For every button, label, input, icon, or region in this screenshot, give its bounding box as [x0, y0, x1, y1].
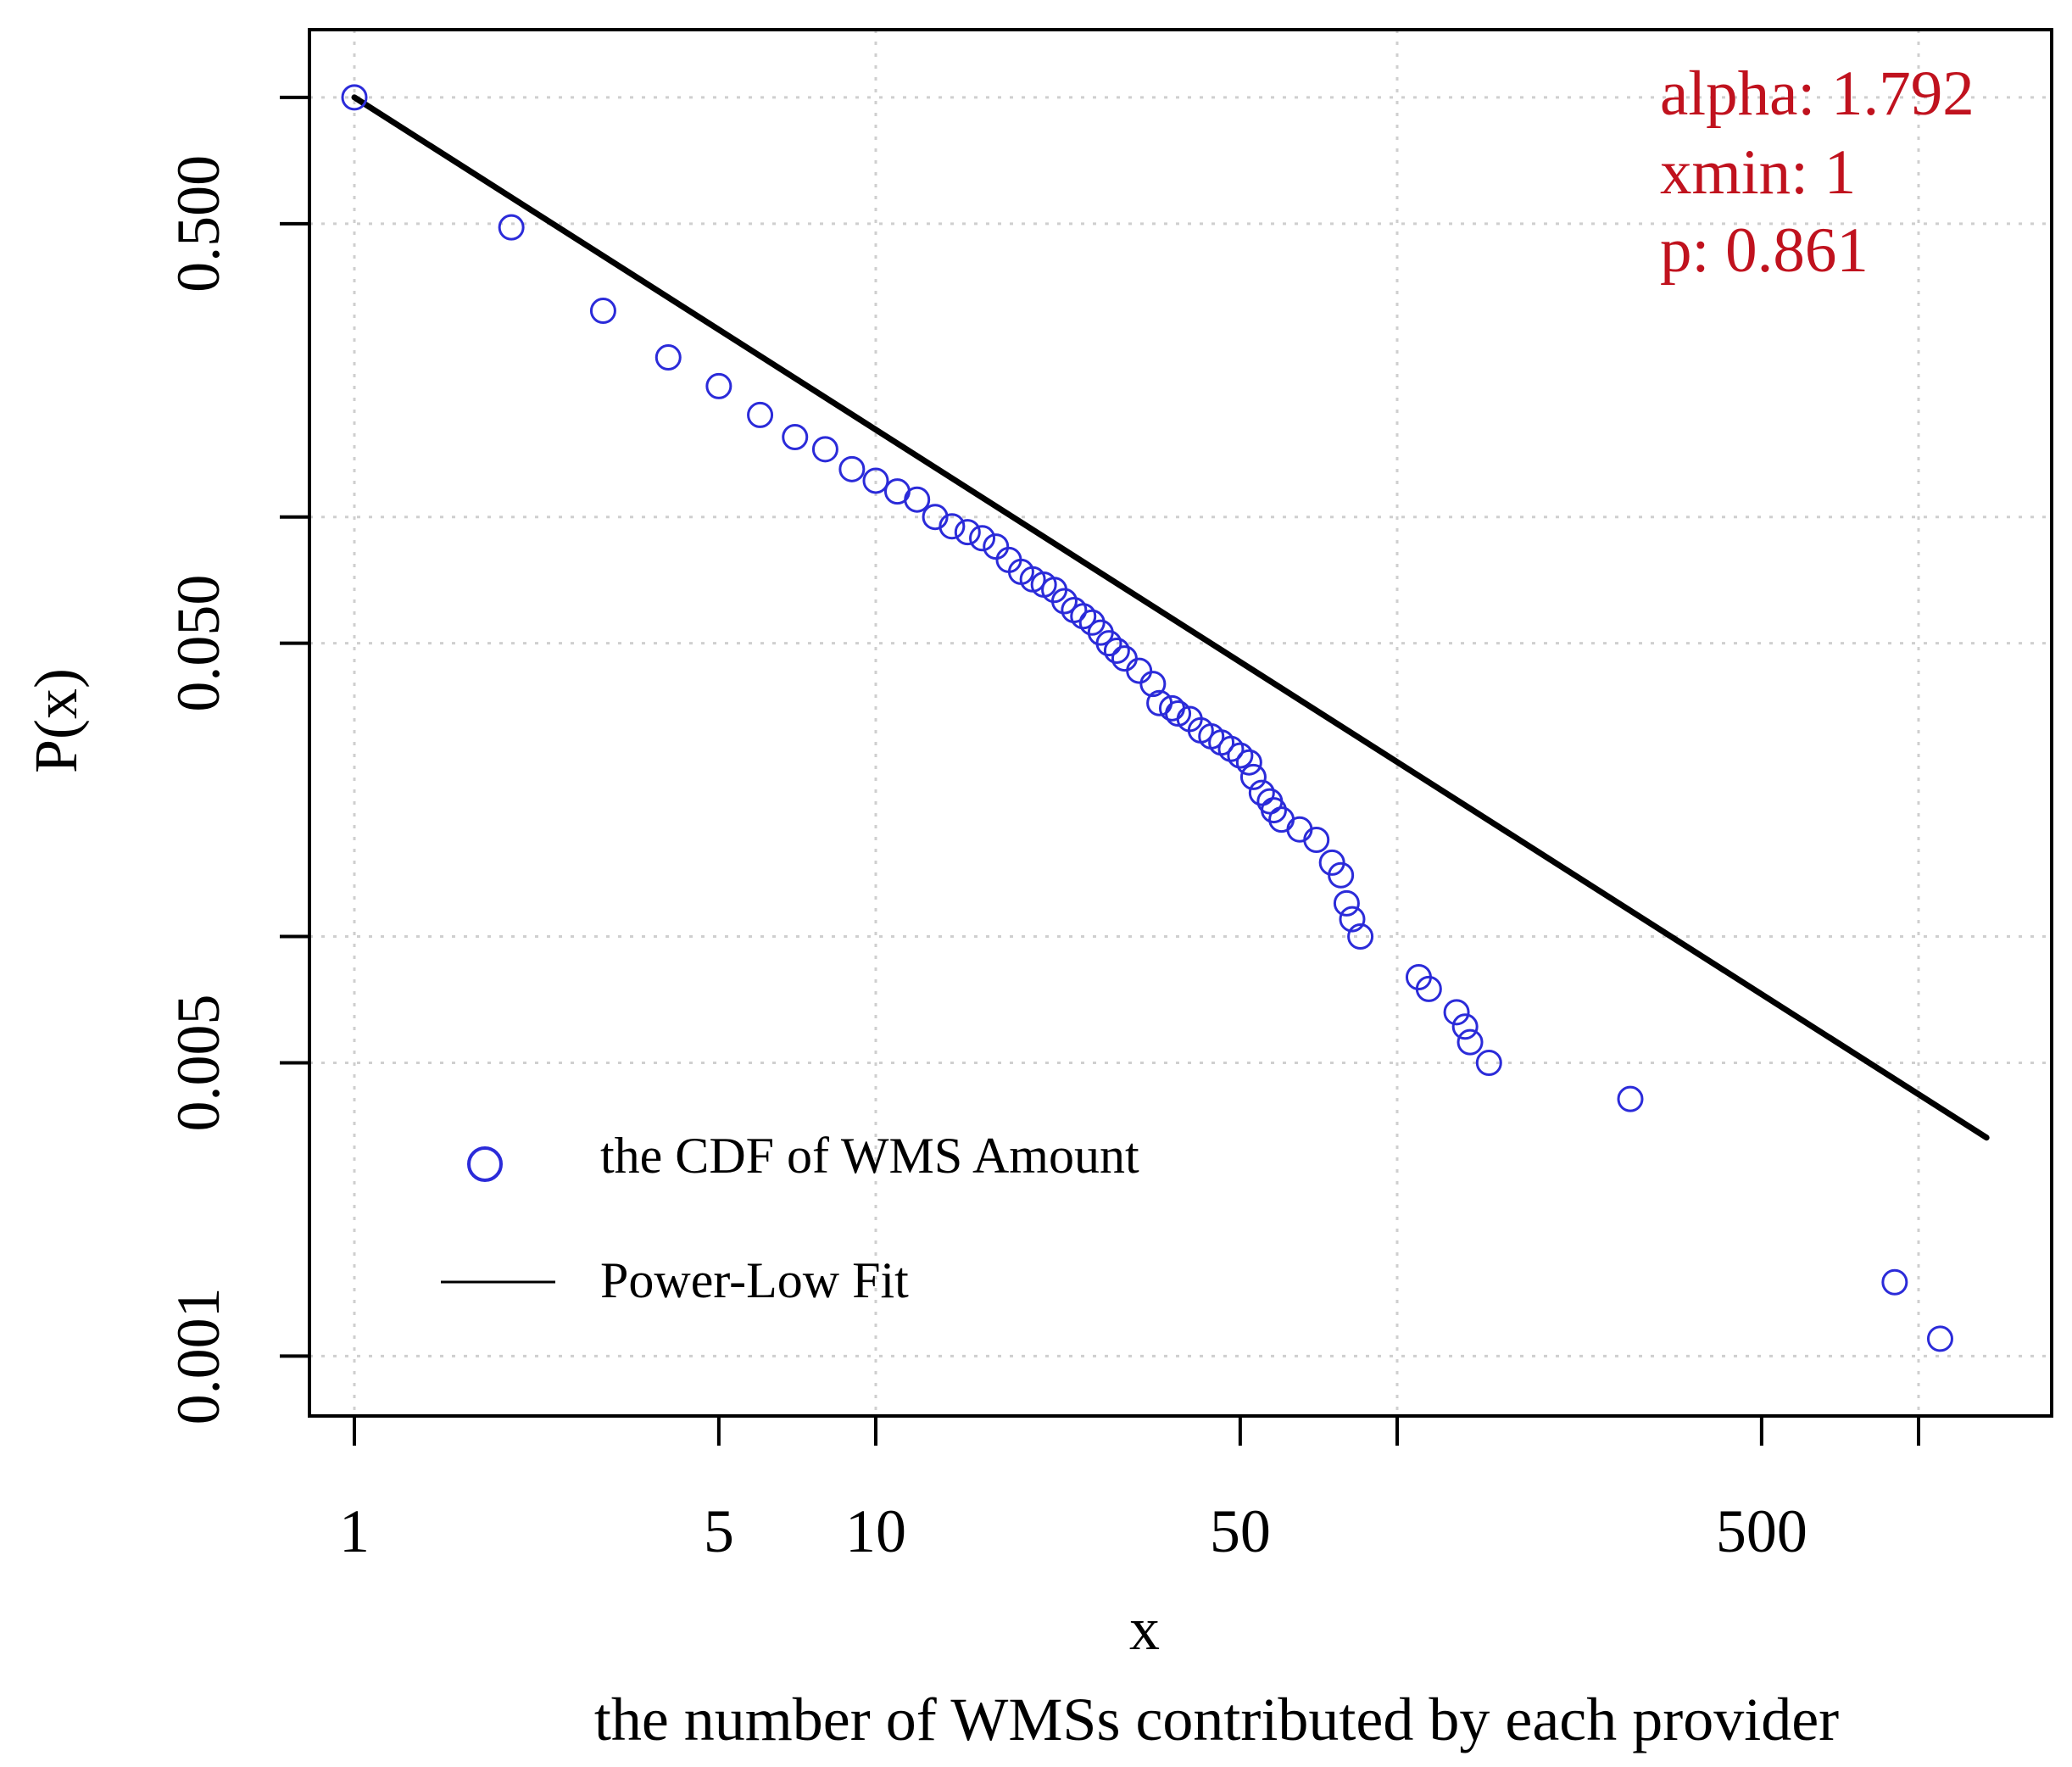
data-point — [1095, 630, 1122, 657]
x-tick-label: 500 — [1716, 1497, 1807, 1565]
legend-label-fit: Power-Low Fit — [600, 1252, 909, 1308]
x-axis: 1 5 10 50 500 — [339, 1416, 1921, 1565]
data-point — [1926, 1325, 1953, 1352]
data-point — [1286, 816, 1313, 843]
data-point — [1339, 906, 1366, 933]
data-point — [1617, 1085, 1644, 1112]
data-point — [1050, 588, 1078, 615]
y-tick-label: 0.500 — [164, 155, 232, 293]
data-point — [1347, 923, 1374, 950]
legend-circle-icon — [467, 1146, 503, 1182]
data-point — [1248, 779, 1275, 806]
data-point — [1165, 700, 1192, 727]
data-point — [969, 525, 996, 552]
legend-label-cdf: the CDF of WMS Amount — [600, 1128, 1139, 1184]
data-point — [341, 84, 368, 111]
y-tick-label: 0.001 — [164, 1287, 232, 1424]
data-point — [1078, 609, 1106, 636]
y-tick-label: 0.005 — [164, 995, 232, 1132]
data-points-layer — [341, 84, 1953, 1352]
data-point — [1239, 763, 1267, 790]
data-point — [1227, 742, 1254, 769]
x-tick-label: 50 — [1210, 1497, 1271, 1565]
y-axis: 0.500 0.050 0.005 0.001 — [164, 95, 309, 1424]
annotation-p: p: 0.861 — [1660, 215, 1869, 286]
data-point — [1261, 797, 1288, 824]
data-point — [922, 504, 949, 531]
data-point — [498, 214, 525, 241]
data-point — [939, 513, 966, 540]
data-point — [954, 519, 981, 546]
data-point — [1139, 671, 1167, 698]
data-point — [1475, 1050, 1502, 1077]
chart-subtitle: the number of WMSs contributed by each p… — [594, 1686, 1839, 1753]
data-point — [904, 486, 931, 513]
x-axis-title: x — [1129, 1595, 1160, 1663]
data-point — [1070, 603, 1097, 630]
annotation-alpha: alpha: 1.792 — [1660, 59, 1975, 129]
x-tick-label: 10 — [845, 1497, 906, 1565]
annotation-xmin: xmin: 1 — [1660, 137, 1856, 208]
data-point — [705, 372, 732, 399]
data-point — [589, 298, 616, 325]
data-point — [1103, 637, 1130, 664]
y-axis-title: P(x) — [22, 668, 90, 773]
data-point — [1415, 975, 1442, 1002]
y-tick-label: 0.050 — [164, 575, 232, 712]
data-point — [811, 436, 838, 463]
data-point — [983, 533, 1010, 560]
data-point — [1303, 827, 1330, 854]
data-point — [747, 401, 774, 428]
fit-line-layer — [351, 94, 1990, 1141]
data-point — [838, 455, 866, 482]
data-point — [1457, 1028, 1484, 1056]
x-tick-label: 5 — [704, 1497, 734, 1565]
data-point — [654, 344, 682, 371]
data-point — [1451, 1013, 1479, 1040]
data-point — [1333, 889, 1360, 917]
data-point — [862, 467, 889, 494]
fit-line — [351, 94, 1990, 1141]
data-point — [1235, 749, 1262, 776]
annotation-box: alpha: 1.792 xmin: 1 p: 0.861 — [1660, 59, 1975, 286]
legend: the CDF of WMS Amount Power-Low Fit — [441, 1128, 1139, 1308]
x-tick-label: 1 — [339, 1497, 370, 1565]
data-point — [782, 424, 809, 451]
data-point — [1328, 861, 1355, 889]
data-point — [1126, 657, 1153, 684]
plot-frame — [308, 28, 2053, 1418]
data-point — [1881, 1268, 1908, 1296]
data-point — [1443, 999, 1470, 1026]
